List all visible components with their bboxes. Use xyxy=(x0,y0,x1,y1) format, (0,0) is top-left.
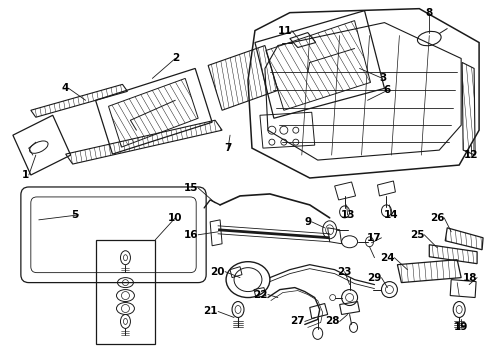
Text: 21: 21 xyxy=(203,306,218,316)
Text: 25: 25 xyxy=(409,230,424,240)
Text: 13: 13 xyxy=(340,210,354,220)
Text: 10: 10 xyxy=(168,213,182,223)
Text: 19: 19 xyxy=(453,323,468,332)
Text: 5: 5 xyxy=(71,210,79,220)
Text: 22: 22 xyxy=(253,289,267,300)
Text: 15: 15 xyxy=(183,183,198,193)
Text: 6: 6 xyxy=(383,85,390,95)
Text: 16: 16 xyxy=(183,230,198,240)
Text: 17: 17 xyxy=(366,233,381,243)
Text: 1: 1 xyxy=(21,170,29,180)
Text: 3: 3 xyxy=(378,73,386,84)
Text: 4: 4 xyxy=(61,84,68,93)
Text: 14: 14 xyxy=(384,210,398,220)
Text: 8: 8 xyxy=(425,8,432,18)
Text: 11: 11 xyxy=(277,26,291,36)
Text: 23: 23 xyxy=(337,267,351,276)
Text: 29: 29 xyxy=(366,273,381,283)
Text: 28: 28 xyxy=(325,316,339,327)
Text: 2: 2 xyxy=(171,54,179,63)
Bar xyxy=(95,240,155,345)
Text: 20: 20 xyxy=(210,267,224,276)
Text: 18: 18 xyxy=(462,273,476,283)
Text: 9: 9 xyxy=(304,217,311,227)
Text: 26: 26 xyxy=(429,213,443,223)
Text: 27: 27 xyxy=(289,316,304,327)
Text: 7: 7 xyxy=(224,143,231,153)
Text: 24: 24 xyxy=(379,253,394,263)
Text: 12: 12 xyxy=(463,150,477,160)
